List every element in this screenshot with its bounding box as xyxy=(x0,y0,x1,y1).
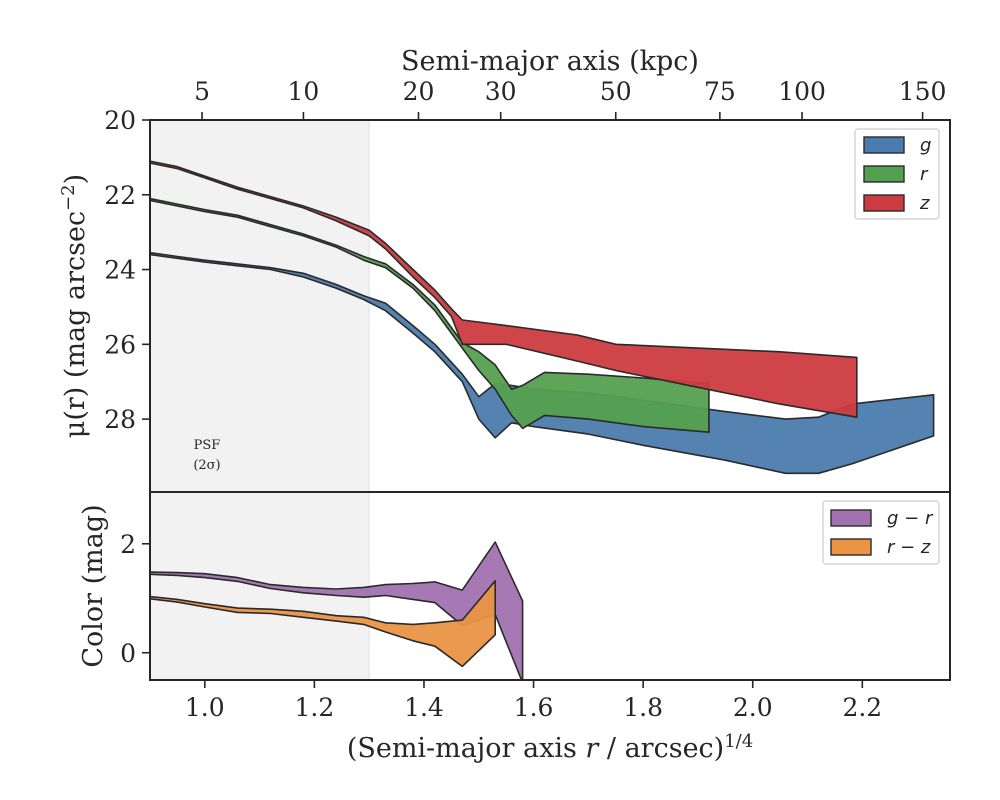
legend-label: g − r xyxy=(887,508,934,529)
tick-label: 24 xyxy=(104,256,136,285)
legend-swatch xyxy=(863,165,905,183)
tick-label: 20 xyxy=(403,77,435,106)
legend-swatch xyxy=(830,538,872,556)
bottom-y-axis-ticks: 20 xyxy=(120,530,150,668)
legend-label: r xyxy=(920,164,929,185)
legend-swatch xyxy=(863,136,905,154)
legend-label: z xyxy=(919,193,930,214)
tick-label: 1.2 xyxy=(295,693,335,722)
series-band-z xyxy=(150,160,858,418)
top-y-axis-label: μ(r) (mag arcsec−2) xyxy=(58,174,92,438)
legend-swatch xyxy=(863,194,905,212)
bottom-panel-frame xyxy=(149,491,951,681)
color-bands xyxy=(150,541,524,680)
tick-label: 10 xyxy=(288,77,320,106)
tick-label: 50 xyxy=(600,77,632,106)
tick-label: 2.0 xyxy=(733,693,773,722)
tick-label: 5 xyxy=(194,77,210,106)
tick-label: 75 xyxy=(704,77,736,106)
legend-swatch xyxy=(830,509,872,527)
psf-label-sigma: (2σ) xyxy=(193,458,220,473)
bottom-y-axis-label: Color (mag) xyxy=(78,504,109,667)
top-axis-label: Semi-major axis (kpc) xyxy=(401,46,699,77)
series-band-r xyxy=(150,197,710,433)
series-band-rz xyxy=(150,580,496,668)
psf-region xyxy=(149,119,370,493)
series-band-g xyxy=(150,251,935,475)
tick-label: 20 xyxy=(104,106,136,135)
tick-label: 1.0 xyxy=(185,693,225,722)
bottom-x-axis-label: (Semi-major axis r / arcsec)1/4 xyxy=(347,731,753,765)
tick-label: 30 xyxy=(485,77,517,106)
tick-label: 1.4 xyxy=(404,693,444,722)
top-axis-ticks: 5 10 20 30 50 75 100 150 xyxy=(194,77,946,120)
legend-label: r − z xyxy=(887,537,931,558)
tick-label: 28 xyxy=(104,405,136,434)
series-band-gr xyxy=(150,541,524,680)
surface-brightness-bands xyxy=(150,160,935,475)
tick-label: 22 xyxy=(104,181,136,210)
tick-label: 1.8 xyxy=(623,693,663,722)
legend-bottom: g − r r − z xyxy=(822,500,940,565)
tick-label: 150 xyxy=(899,77,947,106)
tick-label: 1.6 xyxy=(514,693,554,722)
tick-label: 100 xyxy=(778,77,826,106)
tick-label: 0 xyxy=(120,639,136,668)
top-y-axis-ticks: 20 22 24 26 28 xyxy=(104,106,150,434)
tick-label: 2 xyxy=(120,530,136,559)
tick-label: 26 xyxy=(104,330,136,359)
legend-top: grz xyxy=(854,128,940,220)
bottom-x-axis-ticks: 1.0 1.2 1.4 1.6 1.8 2.0 2.2 xyxy=(185,680,882,722)
psf-label: PSF xyxy=(194,438,221,453)
tick-label: 2.2 xyxy=(842,693,882,722)
legend-label: g xyxy=(920,135,931,156)
